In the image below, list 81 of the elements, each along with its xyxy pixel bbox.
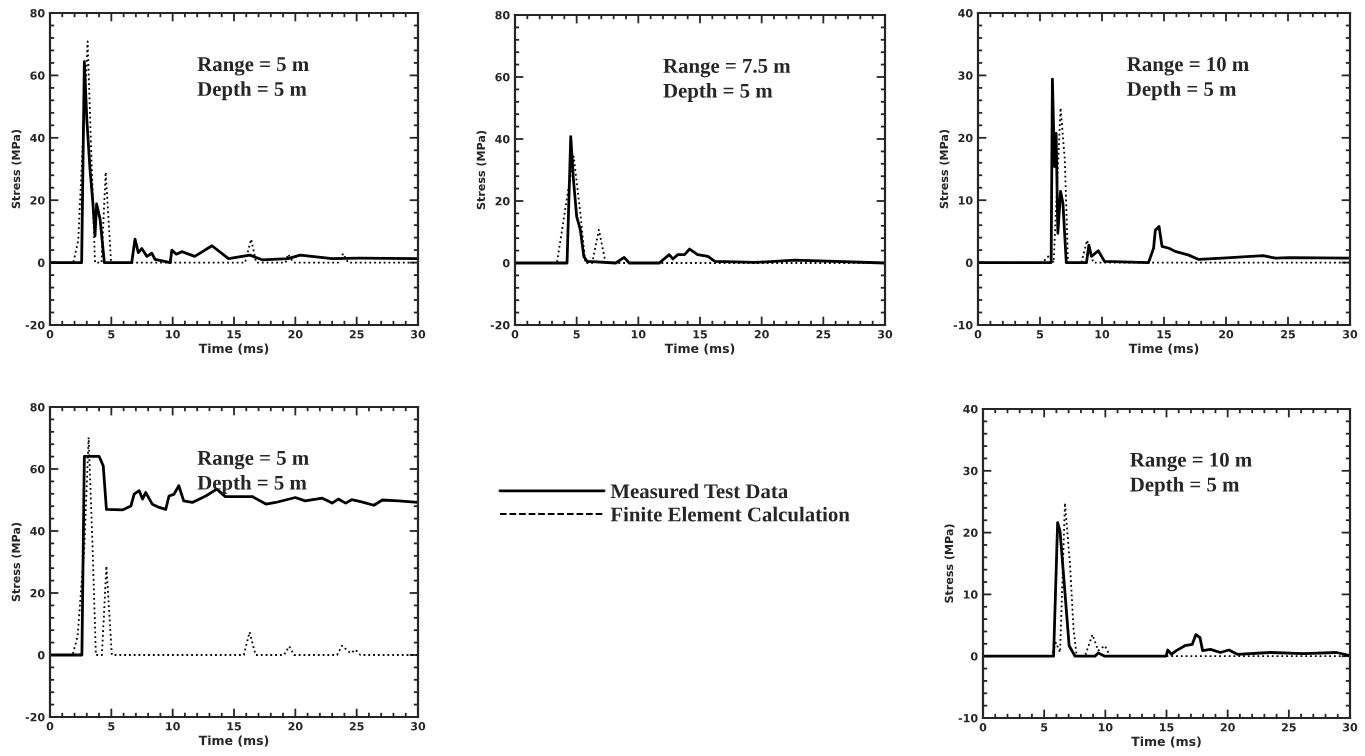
x-tick-label: 0 xyxy=(979,723,987,732)
x-tick-label: 15 xyxy=(227,330,241,339)
x-tick-label: 25 xyxy=(1281,330,1295,339)
x-tick-label: 10 xyxy=(631,330,646,339)
y-tick-label: 60 xyxy=(495,72,510,82)
y-tick-label: 20 xyxy=(30,196,45,205)
x-tick-label: 10 xyxy=(166,330,180,339)
annotation: Range = 5 m Depth = 5 m xyxy=(197,57,309,101)
x-tick-label: 5 xyxy=(1036,330,1044,339)
y-tick-label: 0 xyxy=(970,652,978,661)
y-tick-label: 30 xyxy=(958,71,973,80)
y-tick-label: 40 xyxy=(30,133,45,143)
y-tick-label: 80 xyxy=(30,402,45,412)
y-tick-label: 0 xyxy=(37,650,45,660)
annotation: Range = 10 m Depth = 5 m xyxy=(1130,452,1252,496)
x-tick-label: 30 xyxy=(1343,723,1358,732)
annotation: Range = 10 m Depth = 5 m xyxy=(1127,57,1249,101)
x-axis-title: Time (ms) xyxy=(198,343,269,355)
x-tick-label: 0 xyxy=(46,722,54,731)
y-axis-title: Stress (MPa) xyxy=(939,129,950,209)
y-tick-label: -20 xyxy=(490,320,510,330)
x-tick-label: 5 xyxy=(573,330,580,339)
x-tick-label: 15 xyxy=(693,330,707,339)
y-tick-label: 60 xyxy=(30,71,45,80)
x-tick-label: 30 xyxy=(411,722,426,731)
y-tick-label: 80 xyxy=(30,8,45,18)
y-tick-label: 0 xyxy=(965,258,973,267)
y-axis-title: Stress (MPa) xyxy=(476,130,487,210)
x-tick-label: 15 xyxy=(1157,330,1171,339)
x-axis-title: Time (ms) xyxy=(1128,343,1199,355)
x-axis-title: Time (ms) xyxy=(664,343,735,355)
y-tick-label: 20 xyxy=(495,196,510,206)
x-tick-label: 25 xyxy=(349,722,364,731)
x-tick-label: 30 xyxy=(878,330,893,339)
y-tick-label: 0 xyxy=(502,258,510,268)
x-tick-label: 10 xyxy=(166,722,180,731)
y-tick-label: 40 xyxy=(963,404,978,414)
y-tick-label: 20 xyxy=(30,588,45,598)
y-tick-label: 30 xyxy=(963,466,978,476)
x-tick-label: 25 xyxy=(1281,723,1296,732)
text: Measured Test Data xyxy=(610,483,788,499)
x-tick-label: 20 xyxy=(1220,723,1235,732)
y-tick-label: -10 xyxy=(953,320,973,330)
y-tick-label: 10 xyxy=(963,590,978,599)
x-tick-label: 5 xyxy=(108,330,115,339)
x-tick-label: 20 xyxy=(288,722,303,731)
y-tick-label: 40 xyxy=(958,8,973,18)
y-tick-label: -20 xyxy=(25,712,45,722)
y-tick-label: 20 xyxy=(958,133,973,143)
x-axis-title: Time (ms) xyxy=(198,735,269,747)
y-tick-label: 20 xyxy=(963,528,978,537)
x-tick-label: 0 xyxy=(46,330,54,339)
annotation: Range = 7.5 m Depth = 5 m xyxy=(663,59,791,102)
annotation: Range = 5 m Depth = 5 m xyxy=(197,451,309,494)
y-tick-label: 0 xyxy=(37,258,45,267)
y-tick-label: 60 xyxy=(30,464,45,474)
x-tick-label: 10 xyxy=(1098,723,1113,732)
x-tick-label: 25 xyxy=(816,330,831,339)
text: Finite Element Calculation xyxy=(610,506,850,522)
y-tick-label: -10 xyxy=(958,713,978,723)
y-tick-label: 10 xyxy=(958,196,973,205)
x-tick-label: 10 xyxy=(1095,330,1110,339)
x-tick-label: 20 xyxy=(288,330,303,339)
x-tick-label: 20 xyxy=(754,330,769,339)
x-tick-label: 0 xyxy=(511,330,519,339)
y-axis-title: Stress (MPa) xyxy=(11,522,22,602)
x-tick-label: 5 xyxy=(1041,723,1048,732)
x-tick-label: 15 xyxy=(227,722,241,731)
y-tick-label: -20 xyxy=(25,320,45,330)
y-axis-title: Stress (MPa) xyxy=(944,524,955,603)
x-tick-label: 30 xyxy=(411,330,426,339)
y-axis-title: Stress (MPa) xyxy=(11,129,22,209)
x-tick-label: 15 xyxy=(1160,723,1174,732)
y-tick-label: 40 xyxy=(30,526,45,536)
x-tick-label: 30 xyxy=(1343,330,1358,339)
x-tick-label: 20 xyxy=(1219,330,1234,339)
x-tick-label: 25 xyxy=(349,330,364,339)
x-axis-title: Time (ms) xyxy=(1131,736,1201,748)
y-tick-label: 80 xyxy=(495,10,510,20)
y-tick-label: 40 xyxy=(495,134,510,144)
x-tick-label: 5 xyxy=(108,722,115,731)
